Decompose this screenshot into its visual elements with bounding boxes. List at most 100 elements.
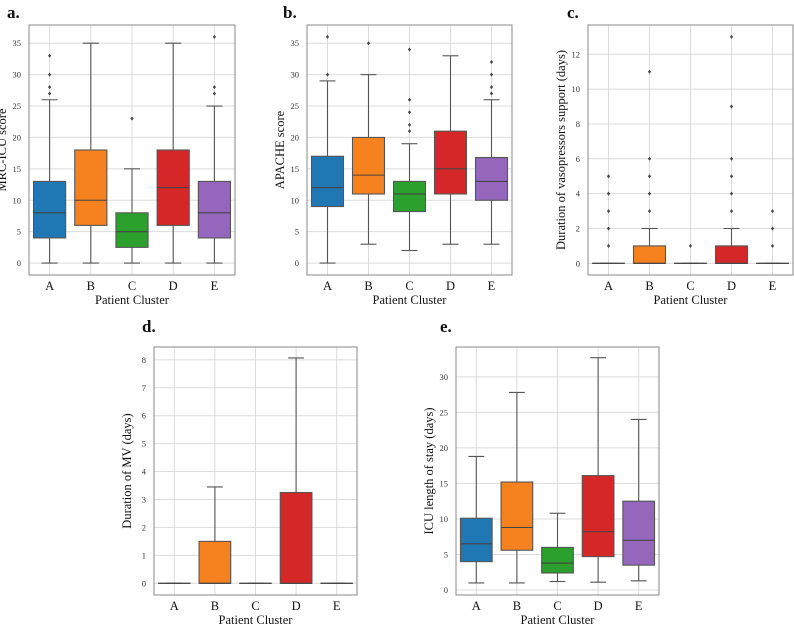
outlier-point: [606, 243, 611, 248]
box-iqr: [197, 180, 232, 239]
outlier-point: [407, 129, 412, 134]
outlier-point: [130, 116, 134, 121]
outlier-point: [729, 104, 734, 109]
outlier-point: [48, 91, 52, 96]
outlier-point: [407, 97, 412, 102]
x-tick-label: B: [645, 279, 653, 293]
x-tick-label: B: [87, 279, 95, 293]
outlier-point: [688, 243, 693, 248]
outlier-point: [489, 72, 494, 77]
box-iqr: [392, 180, 427, 213]
box-iqr: [500, 481, 534, 551]
box-A: [32, 53, 67, 264]
y-axis-label: Duration of MV (days): [120, 413, 134, 528]
x-tick-label: B: [513, 599, 521, 613]
outlier-point: [48, 53, 52, 58]
box-E: [474, 60, 509, 245]
x-tick-label: E: [211, 279, 219, 293]
y-axis-label: MRC-ICU score: [0, 108, 9, 191]
panel-a: 0 5 10 15 20 25 30 35 A B C D E Patient Cluster MRC-IC…: [0, 3, 236, 307]
plot-frame: [306, 24, 513, 276]
y-tick-label: 2: [576, 223, 580, 233]
panel-label: d.: [142, 317, 156, 336]
x-tick-label: E: [488, 279, 496, 293]
x-axis-label: Patient Cluster: [95, 293, 170, 307]
y-tick-label: 0: [17, 258, 21, 268]
box-D: [433, 55, 468, 245]
x-tick-label: C: [128, 279, 136, 293]
outlier-point: [606, 226, 611, 231]
x-axis-label: Patient Cluster: [373, 293, 448, 307]
y-tick-label: 0: [576, 258, 580, 268]
outlier-point: [729, 209, 734, 214]
x-axis-label: Patient Cluster: [654, 293, 729, 307]
panel-label: c.: [567, 3, 579, 22]
box-iqr: [622, 500, 656, 566]
panel-c: 0 2 4 6 8 10 12 A B C D E Patient Cluster Duration of…: [554, 3, 794, 307]
y-tick-label: 30: [13, 70, 22, 80]
box-E: [197, 34, 232, 264]
outlier-point: [770, 226, 775, 231]
box-iqr: [474, 156, 509, 201]
y-tick-label: 5: [444, 549, 448, 559]
box-iqr: [32, 180, 67, 239]
outlier-point: [325, 34, 330, 39]
outlier-point: [647, 156, 652, 161]
y-tick-label: 3: [142, 494, 146, 504]
panel-d: 0 1 2 3 4 5 6 7 8 A B C D E Patient Cluster Duration of…: [120, 317, 358, 626]
x-tick-label: D: [446, 279, 455, 293]
outlier-point: [606, 174, 611, 179]
y-tick-label: 25: [291, 101, 300, 111]
box-iqr: [310, 155, 345, 208]
box-E: [755, 209, 790, 264]
box-C: [673, 243, 708, 264]
box-iqr: [279, 491, 313, 584]
box-iqr: [459, 517, 493, 563]
x-tick-label: A: [170, 599, 179, 613]
x-tick-label: A: [323, 279, 332, 293]
y-tick-label: 10: [572, 84, 581, 94]
x-tick-label: B: [211, 599, 219, 613]
box-A: [459, 455, 493, 584]
y-axis-label: Duration of vasopressors support (days): [554, 50, 568, 250]
y-tick-label: 15: [440, 478, 449, 488]
y-tick-label: 10: [440, 514, 449, 524]
panel-e: 0 5 10 15 20 25 30 A B C D E Patient Cluster ICU leng…: [422, 317, 660, 626]
outlier-point: [729, 191, 734, 196]
box-D: [581, 357, 615, 583]
x-tick-label: C: [251, 599, 259, 613]
box-iqr: [714, 245, 749, 264]
y-tick-label: 6: [142, 411, 146, 421]
plot-frame: [28, 24, 236, 276]
outlier-point: [407, 122, 412, 127]
x-axis-label: Patient Cluster: [521, 613, 596, 626]
box-C: [115, 116, 149, 264]
outlier-point: [212, 91, 216, 96]
y-tick-label: 20: [291, 132, 300, 142]
x-axis-label: Patient Cluster: [219, 613, 294, 626]
x-tick-label: A: [45, 279, 54, 293]
y-tick-label: 25: [440, 407, 449, 417]
box-C: [392, 47, 427, 252]
y-axis-label: ICU length of stay (days): [422, 407, 436, 534]
box-E: [622, 418, 656, 582]
y-tick-label: 30: [291, 70, 300, 80]
panel-label: e.: [440, 317, 452, 336]
outlier-point: [407, 47, 412, 52]
box-iqr: [351, 136, 386, 195]
y-tick-label: 5: [17, 227, 21, 237]
x-tick-label: C: [686, 279, 694, 293]
y-tick-label: 35: [291, 38, 300, 48]
y-tick-label: 20: [13, 132, 22, 142]
y-tick-label: 20: [440, 443, 449, 453]
outlier-point: [489, 85, 494, 90]
y-tick-label: 15: [291, 164, 300, 174]
outlier-point: [489, 91, 494, 96]
box-C: [541, 512, 574, 583]
y-tick-label: 30: [440, 372, 449, 382]
y-tick-label: 10: [291, 195, 300, 205]
panel-label: a.: [7, 3, 20, 22]
y-tick-label: 15: [13, 164, 22, 174]
x-tick-label: D: [169, 279, 178, 293]
